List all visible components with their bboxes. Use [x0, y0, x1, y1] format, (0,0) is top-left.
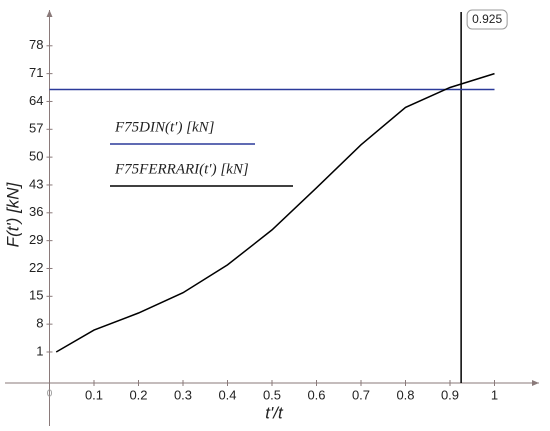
y-tick-label: 71: [29, 65, 43, 80]
series-line: [55, 72, 495, 353]
y-axis-label: F(t') [kN]: [3, 181, 22, 247]
x-tick-label: 0.3: [174, 387, 192, 402]
x-tick-label: 0: [47, 389, 53, 400]
y-tick-label: 1: [36, 343, 43, 358]
y-tick-label: 57: [29, 121, 43, 136]
x-tick-label: 0.7: [352, 387, 370, 402]
legend-label: F75FERRARI(t′) [kN]: [114, 161, 249, 177]
y-tick-label: 8: [36, 316, 43, 331]
y-axis-arrow: [46, 10, 53, 17]
x-tick-label: 0.6: [307, 387, 325, 402]
x-tick-label: 0.5: [263, 387, 281, 402]
x-tick-label: 0.1: [85, 387, 103, 402]
y-tick-label: 36: [29, 204, 43, 219]
x-axis-arrow: [532, 380, 539, 386]
y-tick-label: 43: [29, 176, 43, 191]
x-tick-label: 0.8: [396, 387, 414, 402]
legend-label: F75DIN(t′) [kN]: [114, 119, 215, 135]
x-tick-label: 0.4: [218, 387, 236, 402]
x-tick-label: 0.2: [129, 387, 147, 402]
y-tick-label: 50: [29, 149, 43, 164]
x-tick-label: 1: [491, 387, 498, 402]
y-tick-label: 29: [29, 232, 43, 247]
y-tick-label: 64: [29, 93, 43, 108]
y-tick-label: 15: [29, 288, 43, 303]
marker-box: [466, 9, 508, 30]
marker-label: 0.925: [472, 12, 502, 26]
y-tick-label: 78: [29, 37, 43, 52]
x-axis-label: t'/t: [265, 403, 284, 422]
x-tick-label: 0.9: [441, 387, 459, 402]
y-tick-label: 22: [29, 260, 43, 275]
